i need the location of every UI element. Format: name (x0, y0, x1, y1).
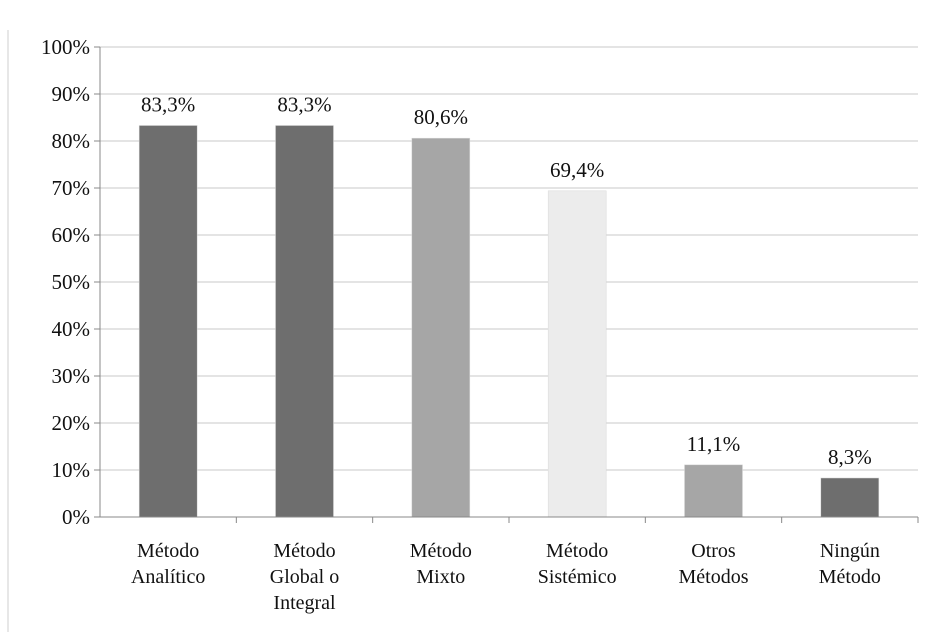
data-labels: 83,3% 83,3% 80,6% 69,4% 11,1% 8,3% (141, 92, 872, 469)
data-label: 83,3% (277, 92, 331, 116)
bar (411, 137, 471, 518)
y-tick-label: 40% (52, 317, 91, 341)
y-tick-label: 100% (41, 35, 90, 59)
y-tick-label: 90% (52, 82, 91, 106)
x-tick-label: Método Analítico (131, 540, 205, 588)
axes (94, 46, 919, 523)
y-axis-tick-labels: 0% 10% 20% 30% 40% 50% 60% 70% 80% 90% 100% (41, 35, 90, 529)
y-tick-label: 20% (52, 411, 91, 435)
data-label: 11,1% (687, 432, 740, 456)
bar (547, 190, 607, 518)
x-tick-label: Método Mixto (410, 540, 472, 588)
y-tick-label: 60% (52, 223, 91, 247)
gridlines (100, 46, 918, 471)
bar (820, 477, 880, 518)
data-label: 80,6% (414, 105, 468, 129)
y-tick-label: 80% (52, 129, 91, 153)
data-label: 69,4% (550, 158, 604, 182)
y-tick-label: 0% (62, 505, 90, 529)
data-label: 83,3% (141, 92, 195, 116)
x-tick-label: Otros Métodos (679, 540, 749, 588)
y-tick-label: 10% (52, 458, 91, 482)
data-label: 8,3% (828, 445, 872, 469)
x-tick-label: Ningún Método (819, 540, 881, 588)
x-axis-tick-labels: Método Analítico Método Global o Integral Mét… (131, 540, 881, 614)
bar (275, 125, 334, 518)
bar (684, 464, 743, 518)
bar (138, 125, 198, 518)
bars (138, 125, 880, 518)
x-tick-label: Método Global o Integral (270, 540, 339, 614)
x-tick-label: Método Sistémico (538, 540, 617, 588)
y-tick-label: 70% (52, 176, 91, 200)
y-tick-label: 50% (52, 270, 91, 294)
y-tick-label: 30% (52, 364, 91, 388)
